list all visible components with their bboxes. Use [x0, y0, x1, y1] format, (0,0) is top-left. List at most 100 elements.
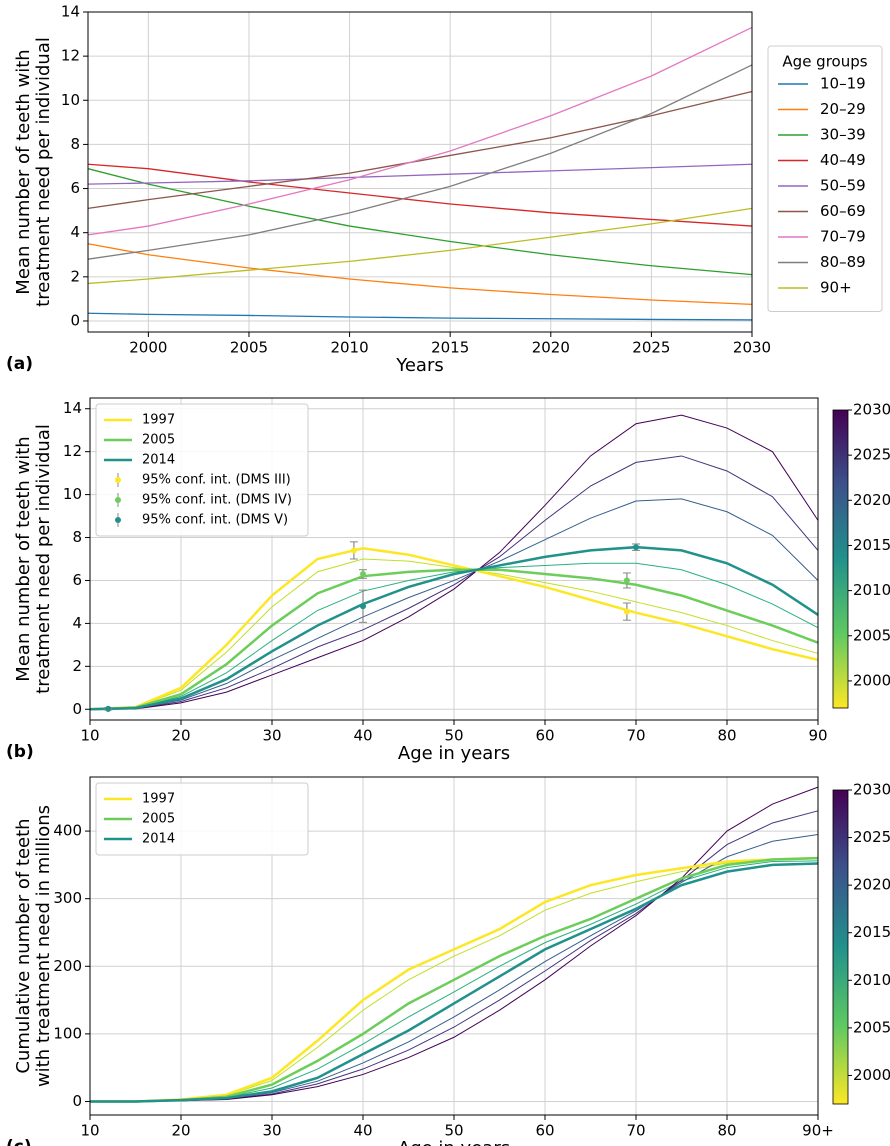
x-tick-label: 2020	[532, 339, 570, 357]
colorbar-tick-label: 2005	[853, 626, 890, 644]
y-tick-label: 6	[72, 571, 82, 589]
legend-label: 95% conf. int. (DMS IV)	[142, 493, 292, 508]
y-tick-label: 0	[72, 700, 82, 718]
legend-label: 30–39	[820, 126, 866, 144]
legend-label: 80–89	[820, 253, 866, 271]
error-point	[633, 544, 639, 551]
y-tick-label: 300	[53, 889, 82, 907]
colorbar-tick-label: 2030	[853, 781, 890, 799]
legend-title: Age groups	[782, 53, 867, 71]
error-point	[623, 577, 630, 584]
x-tick-label: 90+	[802, 1122, 834, 1140]
line	[87, 163, 753, 227]
x-tick-label: 80	[717, 1122, 736, 1140]
x-tick-label: 30	[262, 727, 281, 745]
plot-frame	[89, 397, 819, 721]
line	[87, 168, 753, 276]
x-tick-label: 90	[808, 727, 827, 745]
x-tick-label: 50	[444, 727, 463, 745]
line	[89, 558, 819, 710]
line	[89, 414, 819, 710]
line	[87, 90, 753, 210]
y-axis-label: Mean number of teeth with	[13, 49, 34, 294]
y-tick-label: 6	[70, 179, 80, 197]
x-axis-label: Years	[395, 355, 444, 376]
y-tick-label: 14	[61, 3, 80, 21]
legend-box	[95, 782, 309, 856]
x-tick-label: 2000	[129, 339, 167, 357]
line	[89, 562, 819, 710]
colorbar-tick-label: 2025	[853, 446, 890, 464]
legend-label: 2005	[142, 433, 175, 448]
x-tick-label: 80	[717, 727, 736, 745]
legend-label: 95% conf. int. (DMS III)	[142, 473, 291, 488]
y-axis-label: with treatment need in millions	[33, 805, 54, 1087]
legend-box	[95, 403, 309, 537]
y-tick-label: 0	[70, 311, 80, 329]
y-tick-label: 14	[63, 399, 82, 417]
x-tick-label: 2015	[431, 339, 469, 357]
legend-label: 2014	[142, 453, 175, 468]
y-axis-label: Cumulative number of teeth	[13, 818, 34, 1073]
colorbar-tick-label: 2000	[853, 1066, 890, 1084]
x-tick-label: 50	[444, 1122, 463, 1140]
line	[89, 546, 819, 711]
legend-label: 10–19	[820, 75, 866, 93]
panel-label: (b)	[6, 742, 34, 762]
line	[90, 862, 819, 1103]
x-tick-label: 40	[353, 1122, 372, 1140]
x-tick-label: 10	[80, 1122, 99, 1140]
y-tick-label: 2	[72, 657, 82, 675]
legend-box	[767, 45, 883, 312]
line	[87, 163, 753, 185]
x-tick-label: 20	[171, 727, 190, 745]
x-tick-label: 40	[353, 727, 372, 745]
legend-swatch	[115, 477, 121, 483]
colorbar-tick-label: 2000	[853, 671, 890, 689]
legend-label: 2005	[142, 812, 175, 827]
line	[87, 312, 753, 321]
x-tick-label: 2005	[230, 339, 268, 357]
y-tick-label: 400	[53, 822, 82, 840]
legend-label: 2014	[142, 832, 175, 847]
x-tick-label: 70	[626, 727, 645, 745]
legend-label: 60–69	[820, 202, 866, 220]
colorbar-tick-label: 2005	[853, 1018, 890, 1036]
y-axis-label: Mean number of teeth with	[13, 436, 34, 681]
x-tick-label: 2010	[330, 339, 368, 357]
colorbar-tick-label: 2015	[853, 536, 890, 554]
panel-label: (a)	[6, 354, 33, 374]
colorbar-tick-label: 2030	[853, 401, 890, 419]
y-tick-label: 0	[72, 1092, 82, 1110]
x-axis-label: Age in years	[398, 1138, 510, 1146]
y-tick-label: 2	[70, 267, 80, 285]
y-tick-label: 8	[72, 528, 82, 546]
line	[90, 856, 819, 1103]
legend-label: 95% conf. int. (DMS V)	[142, 513, 288, 528]
colorbar	[832, 789, 849, 1105]
legend-label: 90+	[820, 279, 852, 297]
error-point	[360, 603, 366, 610]
error-point	[350, 547, 357, 554]
line	[89, 498, 819, 710]
colorbar-tick-label: 2025	[853, 828, 890, 846]
line	[87, 243, 753, 306]
colorbar-tick-label: 2015	[853, 923, 890, 941]
line	[89, 455, 819, 710]
y-tick-label: 100	[53, 1024, 82, 1042]
plot-frame	[89, 776, 819, 1116]
y-tick-label: 12	[61, 47, 80, 65]
x-tick-label: 2030	[733, 339, 771, 357]
legend-swatch	[115, 517, 121, 523]
legend-label: 70–79	[820, 228, 866, 246]
x-tick-label: 20	[171, 1122, 190, 1140]
colorbar	[832, 409, 849, 709]
legend-label: 50–59	[820, 177, 866, 195]
error-point	[105, 705, 112, 712]
line	[89, 568, 819, 711]
y-tick-label: 8	[70, 135, 80, 153]
y-tick-label: 4	[72, 614, 82, 632]
line	[87, 207, 753, 285]
y-tick-label: 200	[53, 957, 82, 975]
colorbar-tick-label: 2010	[853, 971, 890, 989]
